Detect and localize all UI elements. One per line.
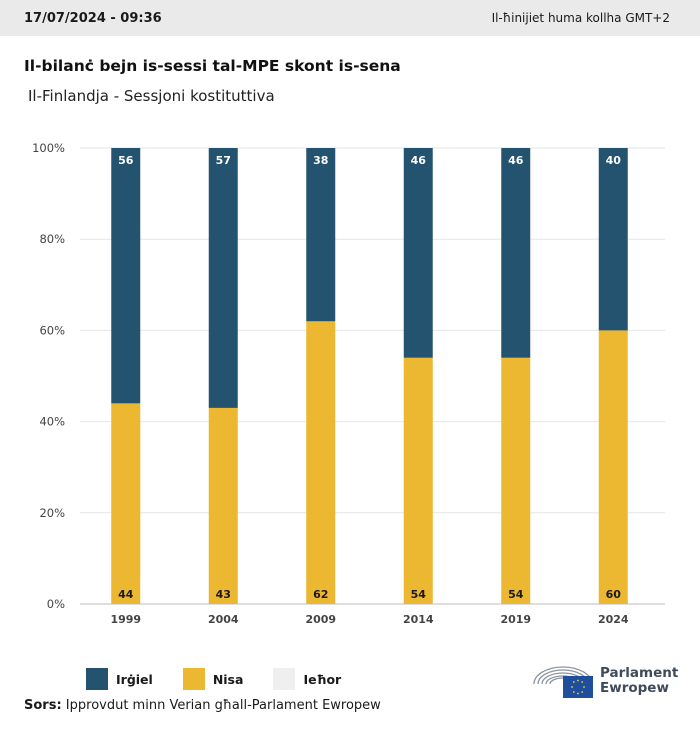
timezone-note: Il-ħinijiet huma kollha GMT+2 (491, 11, 670, 25)
y-tick-label: 60% (39, 323, 65, 337)
european-parliament-logo: Parlament Ewropew (530, 658, 680, 700)
bar-chart: 0% 20% 40% 60% 80% 100% 56 44 57 43 38 62 46 54 46 54 4… (32, 141, 665, 626)
timestamp: 17/07/2024 - 09:36 (24, 10, 162, 26)
legend-item-women: Nisa (182, 668, 244, 690)
bar-men (208, 148, 238, 408)
legend-swatch-women (182, 668, 205, 690)
y-tick-label: 100% (32, 141, 65, 155)
parliament-emblem-icon (533, 666, 593, 698)
legend-label-women: Nisa (212, 671, 244, 687)
bar-women (598, 330, 628, 604)
top-bar: 17/07/2024 - 09:36 Il-ħinijiet huma koll… (0, 0, 700, 36)
x-tick-label: 2014 (403, 613, 434, 626)
data-label-men: 46 (411, 154, 427, 167)
y-tick-label: 40% (39, 415, 65, 429)
grid-lines (80, 147, 665, 605)
source-text: Ipprovdut minn Verian għall-Parlament Ew… (65, 698, 381, 713)
legend-label-men: Irġiel (116, 671, 153, 687)
data-label-women: 54 (411, 588, 427, 601)
bar-men (598, 148, 628, 331)
legend-item-men: Irġiel (86, 668, 153, 690)
x-tick-label: 2004 (208, 613, 239, 626)
x-tick-label: 2024 (598, 613, 629, 626)
chart-title: Il-bilanċ bejn is-sessi tal-MPE skont is… (24, 57, 401, 75)
source-note: Sors: Ipprovdut minn Verian għall-Parlam… (24, 698, 381, 713)
bar-men (403, 148, 433, 358)
bar-women (306, 321, 336, 604)
chart-subtitle: Il-Finlandja - Sessjoni kostituttiva (28, 87, 275, 105)
data-label-men: 57 (216, 154, 231, 167)
bar-men (501, 148, 531, 358)
logo-text: Parlament Ewropew (600, 666, 678, 696)
data-label-men: 56 (118, 154, 134, 167)
bar-men (306, 148, 336, 322)
bar-women (111, 403, 141, 604)
data-label-women: 54 (508, 588, 524, 601)
y-tick-label: 80% (39, 232, 65, 246)
legend-label-other: Ieħor (303, 671, 342, 687)
legend-swatch-men (86, 668, 108, 690)
logo-line-1: Parlament (600, 665, 679, 681)
x-tick-label: 1999 (110, 613, 141, 626)
data-label-women: 60 (606, 588, 622, 601)
bar-women (403, 357, 433, 604)
logo-line-2: Ewropew (600, 680, 669, 696)
legend: Irġiel Nisa Ieħor (86, 668, 371, 690)
data-label-men: 38 (313, 154, 328, 167)
data-label-women: 44 (118, 588, 134, 601)
x-tick-label: 2019 (500, 613, 531, 626)
source-label: Sors: (24, 698, 62, 713)
data-label-men: 40 (606, 154, 622, 167)
bar-women (501, 357, 531, 604)
legend-swatch-other (273, 668, 296, 690)
bar-men (111, 148, 141, 404)
data-label-men: 46 (508, 154, 524, 167)
y-axis: 0% 20% 40% 60% 80% 100% (32, 141, 65, 611)
legend-item-other: Ieħor (273, 668, 341, 690)
y-tick-label: 20% (39, 506, 65, 520)
data-label-women: 43 (216, 588, 231, 601)
bar-women (208, 407, 238, 604)
y-tick-label: 0% (47, 597, 65, 611)
x-tick-label: 2009 (305, 613, 336, 626)
bars: 56 44 57 43 38 62 46 54 46 54 40 60 (111, 148, 628, 604)
x-axis: 1999 2004 2009 2014 2019 2024 (110, 613, 628, 626)
data-label-women: 62 (313, 588, 328, 601)
